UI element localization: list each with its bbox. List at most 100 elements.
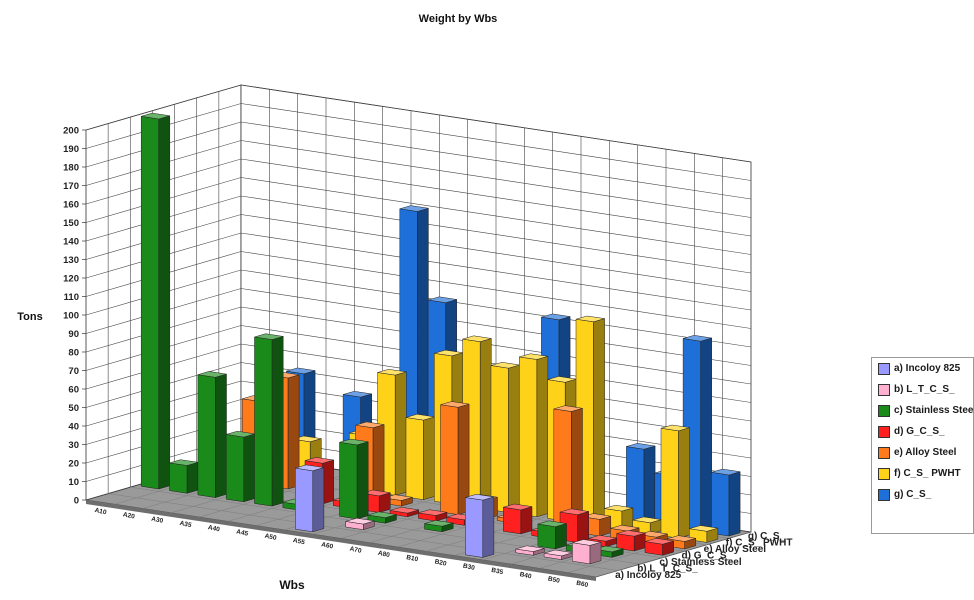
x-tick-label: B60 [576, 580, 589, 589]
bar-front [254, 336, 273, 507]
depth-label: c) Stainless Steel [659, 557, 741, 568]
bar-top [553, 405, 583, 412]
legend-item: f) C_S_ PWHT [872, 463, 973, 484]
bar [616, 530, 646, 552]
x-tick-label: A45 [236, 528, 249, 537]
x-axis-label: Wbs [279, 578, 305, 592]
legend-swatch [878, 446, 890, 459]
legend-label: b) L_T_C_S_ [894, 384, 955, 395]
bar-side [508, 364, 520, 513]
bar-top [689, 525, 718, 532]
bar [225, 430, 256, 503]
bar-side [577, 511, 589, 543]
bar [339, 438, 369, 520]
y-tick-label: 30 [68, 440, 79, 451]
bar-top [610, 524, 640, 532]
legend-swatch [878, 383, 890, 396]
bar-front [405, 417, 424, 500]
legend-label: f) C_S_ PWHT [894, 468, 961, 479]
bar [660, 424, 690, 539]
bar [503, 503, 533, 535]
x-tick-label: A30 [151, 516, 164, 525]
y-tick-label: 120 [63, 274, 79, 285]
legend-swatch [878, 488, 890, 501]
bar-front [140, 116, 160, 490]
bar [197, 371, 227, 498]
bar [581, 513, 612, 537]
bar-front [660, 427, 679, 539]
x-tick-label: A10 [94, 507, 107, 516]
bar-top [141, 112, 170, 120]
y-tick-label: 170 [63, 181, 79, 192]
legend-label: c) Stainless Steel [894, 405, 974, 416]
y-tick-label: 60 [68, 385, 79, 396]
bar-side [423, 416, 435, 501]
bar-top [440, 401, 470, 408]
bar-top [503, 503, 533, 511]
bar-top [418, 509, 448, 516]
bar-top [304, 457, 334, 464]
x-tick-label: B35 [491, 567, 504, 576]
legend: a) Incoloy 825 b) L_T_C_S_ c) Stainless St… [871, 357, 974, 534]
bar-side [700, 337, 712, 533]
bar-side [158, 115, 171, 490]
depth-label: a) Incoloy 825 [615, 570, 682, 581]
x-tick-label: A70 [349, 545, 362, 554]
y-tick-label: 200 [63, 126, 79, 137]
bar-top [537, 520, 567, 527]
bars-layer [140, 112, 741, 565]
bar-top [616, 530, 646, 537]
legend-label: a) Incoloy 825 [894, 363, 961, 374]
depth-label: d) G_C_S_ [682, 551, 733, 562]
x-tick-label: A35 [179, 520, 192, 529]
depth-label: g) C_S_ [748, 531, 786, 542]
x-tick-label: A60 [321, 541, 334, 550]
legend-item: d) G_C_S_ [872, 421, 973, 442]
bar-front [537, 523, 556, 550]
bar-front [225, 434, 245, 503]
x-tick-label: B20 [434, 558, 447, 567]
bar-top [286, 367, 316, 375]
x-tick-label: B40 [519, 571, 532, 580]
bar-top [428, 296, 457, 303]
bar-side [589, 541, 602, 565]
bar-side [520, 506, 533, 535]
bar-front [519, 356, 538, 518]
bar [553, 405, 583, 533]
depth-label: e) Alloy Steel [704, 544, 767, 555]
bar-top [355, 421, 385, 429]
bar [295, 464, 325, 533]
y-tick-label: 50 [68, 403, 79, 414]
bar-top [339, 438, 369, 446]
y-tick-label: 110 [64, 292, 79, 303]
y-tick-label: 100 [63, 311, 79, 322]
bar-top [383, 494, 413, 501]
bar-top [462, 335, 492, 342]
x-tick-label: A80 [377, 550, 390, 559]
bar-side [728, 471, 741, 537]
bar [169, 459, 199, 494]
bar-front [503, 506, 522, 535]
bar-top [575, 315, 605, 323]
bar-side [394, 371, 407, 496]
y-tick-label: 190 [63, 144, 79, 155]
bar-side [593, 318, 605, 526]
x-tick-label: A20 [122, 511, 135, 520]
bar-side [243, 433, 256, 503]
bar-top [559, 508, 589, 515]
bar-top [254, 333, 284, 340]
bar-top [377, 369, 407, 376]
bar-top [660, 424, 690, 432]
y-axis-label: Tons [17, 311, 42, 323]
bar [254, 333, 284, 507]
bar-top [626, 443, 656, 450]
bar-top [345, 517, 375, 525]
bar-side [643, 445, 656, 524]
bar [519, 353, 549, 518]
bar-top [361, 489, 391, 497]
bar [644, 538, 674, 556]
y-tick-label: 10 [68, 477, 79, 488]
legend-swatch [878, 404, 890, 417]
x-tick-label: A40 [207, 524, 220, 533]
